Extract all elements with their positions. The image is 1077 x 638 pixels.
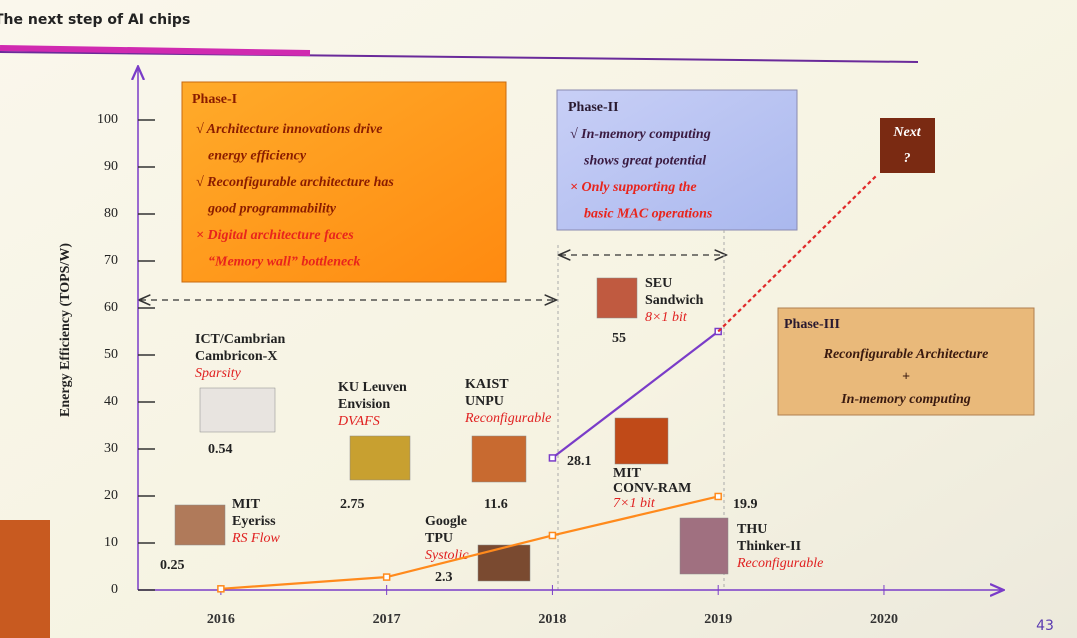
x-tick-label: 2019 [704, 612, 732, 627]
series-line [717, 175, 877, 333]
slide-title: The next step of AI chips [0, 12, 190, 28]
y-tick-label: 90 [104, 159, 118, 174]
chip-method: 7×1 bit [613, 496, 656, 511]
chip-value: 28.1 [567, 454, 592, 469]
series-line [220, 495, 719, 590]
x-tick-label: 2018 [538, 612, 566, 627]
page-number: 43 [1036, 618, 1054, 634]
chip-method: RS Flow [231, 531, 280, 546]
chip-name: ICT/Cambrian [195, 332, 285, 347]
phase-box [777, 307, 1035, 416]
phase-text: × Only supporting the [570, 180, 697, 195]
chip-value: 55 [612, 331, 626, 346]
chip-name: UNPU [465, 394, 504, 409]
chip-name: MIT [232, 497, 261, 512]
y-tick-label: 50 [104, 347, 118, 362]
y-tick-label: 40 [104, 394, 118, 409]
chip-image [174, 504, 226, 546]
next-box [880, 118, 935, 173]
x-tick-label: 2016 [207, 612, 235, 627]
chip-name: Envision [338, 397, 390, 412]
phase-text: shows great potential [583, 154, 706, 169]
chip-image [199, 387, 276, 433]
phase-text: × Digital architecture faces [196, 228, 354, 243]
phase-title: Phase-II [568, 100, 619, 115]
y-axis-label: Energy Efficiency (TOPS/W) [58, 243, 73, 417]
chip-name: Thinker-II [737, 539, 801, 554]
phase-text: good programmability [207, 202, 337, 217]
phase-text: “Memory wall” bottleneck [208, 255, 360, 270]
point-marker [217, 585, 225, 593]
chip-image [477, 544, 531, 582]
y-tick-label: 10 [104, 535, 118, 550]
chip-method: Reconfigurable [464, 411, 551, 426]
chip-image [679, 517, 729, 575]
phase-title: Phase-III [784, 317, 840, 332]
phase-text: √ Reconfigurable architecture has [196, 175, 394, 190]
chip-value: 0.54 [208, 442, 233, 457]
chip-name: Google [425, 514, 467, 529]
y-tick-label: 60 [104, 300, 118, 315]
chip-name: THU [737, 522, 767, 537]
speaker-edge [0, 520, 50, 638]
chip-value: 0.25 [160, 558, 185, 573]
point-marker [548, 531, 557, 540]
point-marker [382, 573, 391, 581]
phase-text: energy efficiency [208, 149, 307, 164]
phase-text: basic MAC operations [584, 207, 713, 222]
series-line [551, 330, 719, 459]
x-tick-label: 2017 [373, 612, 401, 627]
phase-title: Phase-I [192, 92, 237, 107]
phase-text: In-memory computing [840, 392, 971, 407]
chip-name: MIT [613, 466, 642, 481]
y-tick-label: 100 [97, 112, 118, 127]
chip-method: 8×1 bit [645, 310, 688, 325]
y-tick-label: 0 [111, 582, 118, 597]
chip-name: SEU [645, 276, 672, 291]
y-tick-label: 30 [104, 441, 118, 456]
phase-box [181, 81, 507, 283]
chip-name: KU Leuven [338, 380, 407, 395]
chip-image [349, 435, 411, 481]
chip-method: DVAFS [337, 414, 380, 429]
chip-value: 11.6 [484, 497, 508, 512]
chip-value: 19.9 [733, 497, 758, 512]
chip-image [471, 435, 527, 483]
next-label: ? [904, 151, 911, 166]
point-marker [548, 454, 557, 462]
chip-name: CONV-RAM [613, 481, 691, 496]
chip-value: 2.3 [435, 570, 453, 585]
phase-text: Reconfigurable Architecture [823, 347, 989, 362]
chip-name: TPU [425, 531, 453, 546]
phase-box [556, 89, 798, 231]
y-tick-label: 20 [104, 488, 118, 503]
point-marker [714, 492, 722, 501]
chip-image [614, 417, 669, 465]
phase-text: + [902, 370, 910, 385]
chip-name: Cambricon-X [195, 349, 277, 364]
chip-name: KAIST [465, 377, 509, 392]
chip-image [596, 277, 638, 319]
chip-name: Sandwich [645, 293, 704, 308]
x-tick-label: 2020 [870, 612, 898, 627]
phase-text: √ Architecture innovations drive [196, 122, 382, 137]
title-rule-accent [0, 45, 311, 56]
y-tick-label: 80 [104, 206, 118, 221]
chip-name: Eyeriss [232, 514, 276, 529]
phase-text: √ In-memory computing [570, 127, 711, 142]
chip-method: Sparsity [195, 366, 242, 381]
chip-value: 2.75 [340, 497, 365, 512]
chip-method: Reconfigurable [736, 556, 823, 571]
next-label: Next [892, 125, 921, 140]
y-tick-label: 70 [104, 253, 118, 268]
title-rule [0, 51, 919, 63]
